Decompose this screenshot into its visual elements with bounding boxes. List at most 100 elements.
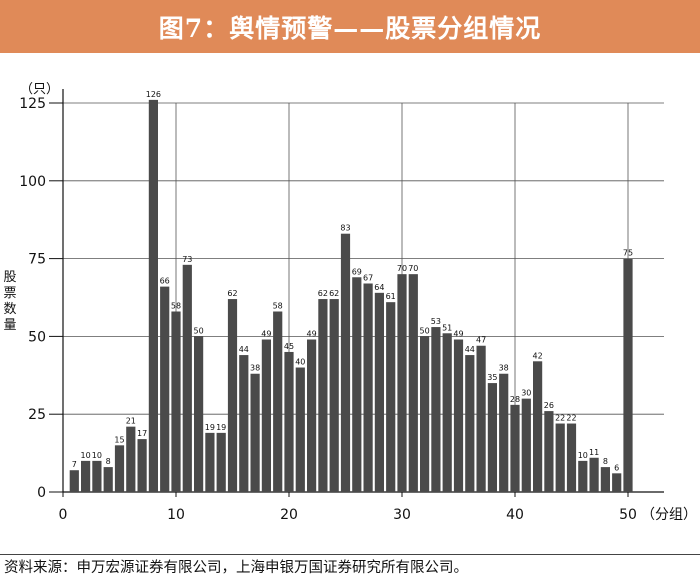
bar bbox=[340, 233, 351, 493]
bar bbox=[295, 367, 305, 492]
y-tick-label: 100 bbox=[19, 174, 46, 190]
data-label: 22 bbox=[566, 414, 576, 423]
data-label: 64 bbox=[374, 283, 384, 292]
data-label: 62 bbox=[318, 289, 328, 298]
data-label: 66 bbox=[160, 277, 170, 286]
y-axis-label: 股票数量 bbox=[3, 270, 17, 333]
bar bbox=[521, 398, 531, 492]
bar bbox=[465, 355, 475, 492]
data-label: 10 bbox=[92, 451, 102, 460]
data-label: 22 bbox=[555, 414, 565, 423]
x-tick-label: 20 bbox=[280, 507, 298, 523]
data-label: 28 bbox=[510, 395, 520, 404]
data-label: 15 bbox=[114, 435, 124, 444]
data-label: 50 bbox=[194, 326, 204, 335]
bar bbox=[487, 383, 497, 492]
data-label: 83 bbox=[340, 224, 350, 233]
data-label: 45 bbox=[284, 342, 294, 351]
x-tick-label: 50 bbox=[619, 507, 637, 523]
data-label: 49 bbox=[307, 330, 317, 339]
source-note: 资料来源：申万宏源证券有限公司，上海申银万国证券研究所有限公司。 bbox=[0, 554, 700, 582]
bar bbox=[216, 432, 226, 492]
bar bbox=[307, 339, 317, 492]
bar bbox=[103, 467, 113, 492]
bar bbox=[318, 299, 328, 492]
y-unit-label: （只） bbox=[20, 82, 59, 97]
data-label: 42 bbox=[533, 351, 543, 360]
bar bbox=[453, 339, 464, 492]
data-label: 11 bbox=[589, 448, 599, 457]
data-label: 67 bbox=[363, 273, 373, 282]
bar bbox=[600, 467, 610, 492]
data-label: 6 bbox=[614, 463, 619, 472]
title-banner: 图7：舆情预警——股票分组情况 bbox=[0, 0, 700, 53]
data-label: 40 bbox=[295, 358, 305, 367]
data-label: 38 bbox=[499, 364, 509, 373]
bar bbox=[69, 470, 79, 492]
data-label: 126 bbox=[146, 90, 161, 99]
bar bbox=[510, 404, 520, 492]
bar bbox=[544, 411, 554, 492]
data-label: 26 bbox=[544, 401, 554, 410]
bar bbox=[408, 274, 418, 492]
bar bbox=[284, 351, 294, 492]
data-label: 10 bbox=[81, 451, 91, 460]
bar bbox=[578, 460, 588, 492]
data-label: 70 bbox=[408, 264, 418, 273]
data-label: 50 bbox=[420, 326, 430, 335]
bar bbox=[261, 339, 271, 492]
x-tick-label: 10 bbox=[167, 507, 185, 523]
y-tick-label: 50 bbox=[28, 329, 46, 345]
bar bbox=[171, 311, 181, 492]
bar bbox=[92, 460, 102, 492]
bar bbox=[352, 277, 362, 492]
chart-title: 图7：舆情预警——股票分组情况 bbox=[158, 13, 542, 43]
data-label: 44 bbox=[465, 345, 475, 354]
bar bbox=[148, 99, 158, 492]
bar bbox=[533, 361, 543, 492]
bar bbox=[555, 423, 565, 492]
data-label: 35 bbox=[487, 373, 497, 382]
data-label: 58 bbox=[171, 302, 181, 311]
bar bbox=[205, 432, 215, 492]
y-tick-label: 125 bbox=[19, 96, 46, 112]
data-label: 61 bbox=[386, 292, 396, 301]
y-tick-label: 25 bbox=[28, 407, 46, 423]
bar bbox=[420, 336, 430, 492]
bar bbox=[589, 457, 599, 492]
bar bbox=[329, 299, 339, 492]
data-label: 69 bbox=[352, 267, 362, 276]
y-tick-label: 0 bbox=[37, 485, 46, 501]
bar bbox=[476, 345, 486, 492]
bar bbox=[397, 274, 407, 492]
data-label: 38 bbox=[250, 364, 260, 373]
bar bbox=[126, 426, 136, 492]
bar bbox=[612, 473, 622, 492]
data-label: 49 bbox=[453, 330, 463, 339]
bar bbox=[250, 373, 260, 492]
data-label: 62 bbox=[227, 289, 237, 298]
bar bbox=[239, 355, 249, 492]
data-label: 62 bbox=[329, 289, 339, 298]
data-label: 53 bbox=[431, 317, 441, 326]
bar bbox=[374, 292, 384, 492]
data-label: 21 bbox=[126, 417, 136, 426]
bar bbox=[499, 373, 509, 492]
data-label: 19 bbox=[216, 423, 226, 432]
bar bbox=[431, 327, 441, 492]
bar bbox=[160, 286, 170, 492]
data-label: 49 bbox=[261, 330, 271, 339]
data-label: 17 bbox=[137, 429, 147, 438]
data-label: 75 bbox=[623, 249, 633, 258]
data-label: 30 bbox=[521, 389, 531, 398]
bar bbox=[114, 445, 125, 492]
x-tick-label: 30 bbox=[393, 507, 411, 523]
bar bbox=[194, 336, 204, 492]
bar bbox=[442, 333, 452, 492]
data-label: 70 bbox=[397, 264, 407, 273]
data-label: 7 bbox=[72, 460, 77, 469]
x-tick-label: 40 bbox=[506, 507, 524, 523]
data-label: 44 bbox=[239, 345, 249, 354]
bar bbox=[81, 460, 91, 492]
data-label: 58 bbox=[273, 302, 283, 311]
